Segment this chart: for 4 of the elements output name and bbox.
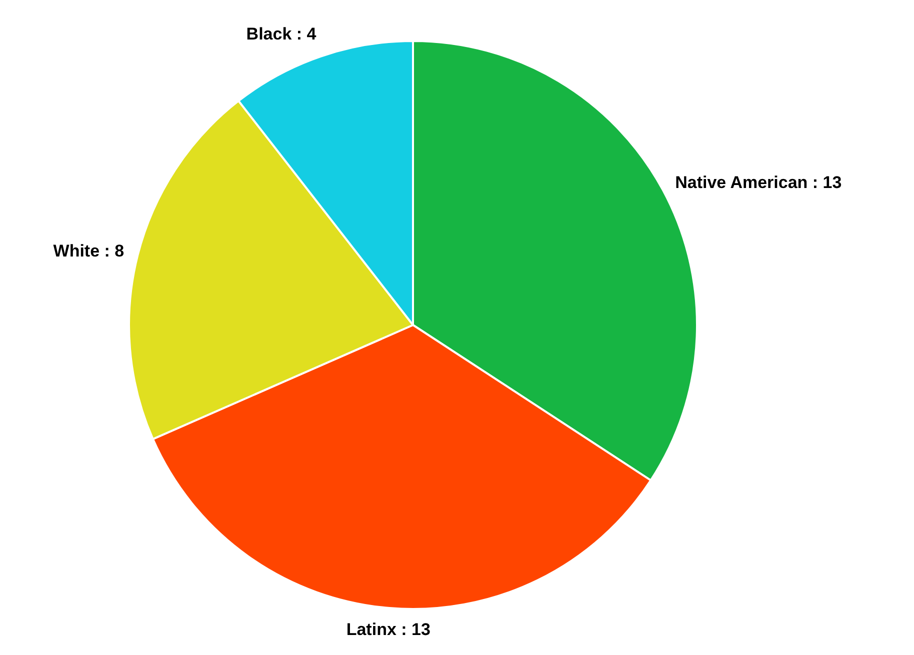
slice-label: White : 8 [53,242,124,261]
slice-label: Black : 4 [246,24,317,44]
slice-label: Latinx : 13 [346,620,430,640]
slice-label: Native American : 13 [675,172,842,192]
